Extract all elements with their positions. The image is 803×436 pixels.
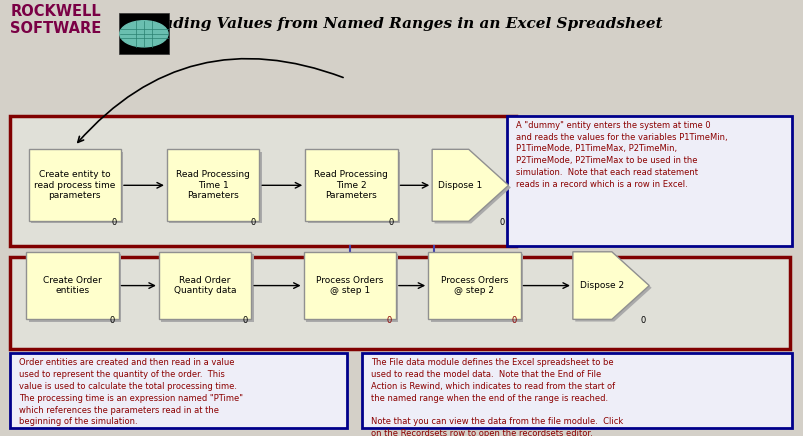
Text: Dispose 2: Dispose 2 [579,281,623,290]
FancyBboxPatch shape [304,252,395,319]
FancyBboxPatch shape [305,149,397,221]
Text: Read Order
Quantity data: Read Order Quantity data [173,276,236,295]
Text: Process Orders
@ step 1: Process Orders @ step 1 [316,276,383,295]
Polygon shape [432,149,507,221]
FancyBboxPatch shape [506,116,791,246]
FancyBboxPatch shape [10,116,516,246]
FancyBboxPatch shape [430,254,523,322]
FancyBboxPatch shape [427,252,520,319]
FancyBboxPatch shape [29,149,120,221]
Text: The File data module defines the Excel spreadsheet to be
used to read the model : The File data module defines the Excel s… [371,358,624,436]
Text: Process Orders
@ step 2: Process Orders @ step 2 [440,276,507,295]
FancyBboxPatch shape [361,353,791,428]
Text: Read Processing
Time 1
Parameters: Read Processing Time 1 Parameters [176,170,250,200]
Text: A "dummy" entity enters the system at time 0
and reads the values for the variab: A "dummy" entity enters the system at ti… [516,121,727,189]
FancyBboxPatch shape [10,257,789,349]
FancyBboxPatch shape [169,152,262,224]
Polygon shape [575,254,650,322]
Text: 0: 0 [386,316,392,325]
Polygon shape [572,252,649,319]
Text: Read Processing
Time 2
Parameters: Read Processing Time 2 Parameters [314,170,388,200]
FancyBboxPatch shape [119,13,169,54]
Text: Reading Values from Named Ranges in an Excel Spreadsheet: Reading Values from Named Ranges in an E… [141,17,662,31]
Polygon shape [434,152,511,224]
Text: ROCKWELL
SOFTWARE: ROCKWELL SOFTWARE [10,4,101,36]
Text: 0: 0 [499,218,504,227]
FancyBboxPatch shape [159,252,251,319]
Text: Order entities are created and then read in a value
used to represent the quanti: Order entities are created and then read… [19,358,243,426]
Text: Create Order
entities: Create Order entities [43,276,102,295]
FancyBboxPatch shape [307,152,400,224]
Text: Create entity to
read process time
parameters: Create entity to read process time param… [34,170,116,200]
FancyBboxPatch shape [10,353,347,428]
Text: 0: 0 [639,316,645,325]
Circle shape [120,21,168,47]
Text: 0: 0 [250,218,255,227]
FancyBboxPatch shape [167,149,259,221]
FancyBboxPatch shape [31,152,124,224]
Text: Dispose 1: Dispose 1 [438,181,482,190]
FancyBboxPatch shape [305,254,398,322]
Text: 0: 0 [242,316,247,325]
Text: 0: 0 [388,218,393,227]
Text: 0: 0 [511,316,516,325]
Text: 0: 0 [109,316,115,325]
FancyBboxPatch shape [26,252,119,319]
FancyBboxPatch shape [161,254,254,322]
FancyBboxPatch shape [29,254,120,322]
Text: 0: 0 [112,218,117,227]
